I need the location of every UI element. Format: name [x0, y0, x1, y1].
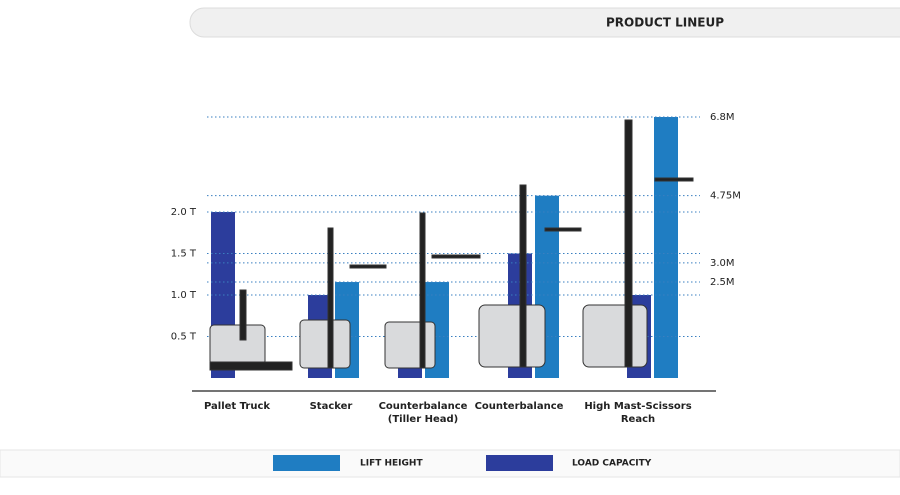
y2-tick-label: 2.5M — [710, 277, 735, 288]
forklift-body — [209, 324, 266, 366]
y-tick-label: 1.5 T — [171, 249, 197, 260]
forklift-body — [582, 304, 648, 368]
bar — [654, 117, 678, 378]
chart-title: PRODUCT LINEUP — [606, 16, 724, 30]
legend-swatch — [273, 455, 340, 471]
forklift-forks — [654, 177, 694, 182]
forklift-mast — [519, 184, 527, 368]
legend-bar — [0, 449, 900, 478]
forklift-mast — [419, 212, 426, 369]
legend-label: LIFT HEIGHT — [360, 459, 423, 469]
x-tick-label: Counterbalance (Tiller Head) — [378, 401, 468, 425]
forklift-mast — [624, 119, 633, 368]
y-tick-label: 0.5 T — [171, 332, 197, 343]
forklift-body — [384, 321, 436, 369]
forklift-illustrations — [209, 119, 694, 371]
legend-label: LOAD CAPACITY — [572, 459, 652, 469]
forklift-body — [478, 304, 546, 368]
forklift-forks — [349, 264, 387, 269]
forklift-handle — [239, 289, 247, 341]
legend-swatch — [486, 455, 553, 471]
y-tick-label: 1.0 T — [171, 290, 197, 301]
y2-tick-label: 3.0M — [710, 258, 735, 269]
x-tick-label: Stacker — [309, 401, 353, 412]
forklift-body — [299, 319, 351, 369]
forklift-forks — [209, 361, 293, 371]
forklift-forks — [431, 254, 481, 259]
y2-tick-label: 4.75M — [710, 191, 741, 202]
y-tick-label: 2.0 T — [171, 207, 197, 218]
x-tick-label: High Mast-Scissors Reach — [584, 401, 692, 425]
forklift-mast — [327, 227, 334, 369]
y2-tick-label: 6.8M — [710, 112, 735, 123]
x-tick-label: Counterbalance — [474, 401, 564, 412]
x-tick-label: Pallet Truck — [203, 401, 271, 412]
forklift-forks — [544, 227, 582, 232]
header-bar — [189, 7, 900, 38]
